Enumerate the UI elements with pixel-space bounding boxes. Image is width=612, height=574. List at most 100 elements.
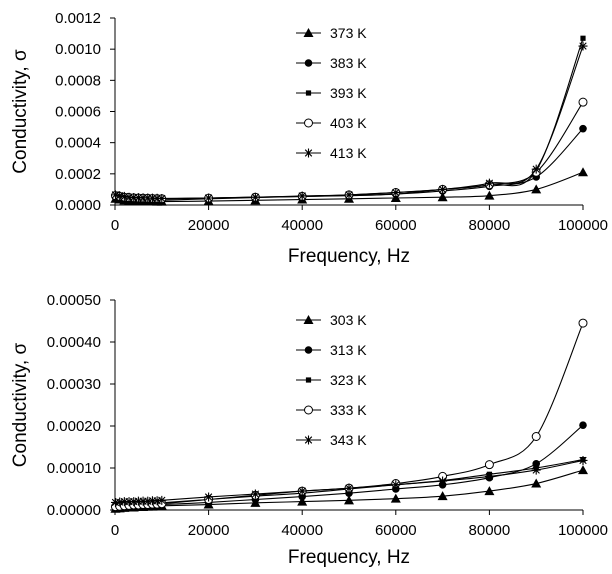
y-tick-label: 0.0006 [55,104,101,121]
legend-entry: 323 K [296,372,367,388]
y-tick-label: 0.0004 [55,135,101,152]
legend-label: 403 K [330,115,367,131]
data-point-star [157,193,167,203]
data-point-star [531,164,541,174]
legend-marker-star [304,148,313,158]
legend-marker-circle-open [304,405,313,415]
legend-label: 393 K [330,85,367,101]
data-point-triangle [578,465,588,475]
data-point-star [138,496,148,506]
y-tick-label: 0.0010 [55,41,101,58]
data-point-star [344,190,354,200]
y-tick-label: 0.00030 [47,376,101,393]
legend-entry: 303 K [296,312,367,328]
y-tick-label: 0.0002 [55,166,101,183]
data-point-star [157,495,167,505]
data-point-triangle [344,495,354,505]
legend-label: 383 K [330,55,367,71]
y-tick-label: 0.0000 [55,197,101,214]
legend-entry: 343 K [296,432,367,448]
y-axis-title: Conductivity, σ [10,343,31,468]
x-tick-label: 0 [111,522,119,539]
y-tick-label: 0.0008 [55,72,101,89]
x-tick-label: 80000 [469,217,511,234]
legend-entry: 333 K [296,402,367,418]
data-point-star [119,191,129,201]
x-tick-label: 20000 [188,217,230,234]
data-point-star [147,496,157,506]
data-point-star [250,192,260,202]
data-point-star [143,193,153,203]
data-point-star [344,483,354,493]
x-tick-label: 60000 [375,217,417,234]
legend-label: 373 K [330,25,367,41]
data-point-triangle [578,167,588,177]
data-point-star [438,476,448,486]
data-point-star [147,193,157,203]
data-point-triangle [297,496,308,506]
x-tick-label: 40000 [281,522,323,539]
data-point-star [391,188,401,198]
legend-marker-triangle [303,28,314,37]
data-point-star [124,497,134,507]
data-point-circle-filled [579,124,587,133]
data-point-star [110,190,120,200]
data-point-star [133,496,143,506]
x-tick-label: 100000 [558,217,608,234]
legend-entry: 313 K [296,342,367,358]
data-point-star [204,492,214,502]
data-point-star [297,191,307,201]
legend-entry: 413 K [296,145,367,161]
data-point-circle-open [578,318,588,328]
x-tick-label: 40000 [281,217,323,234]
legend-entry: 393 K [296,85,367,101]
data-point-triangle [390,493,401,503]
data-point-triangle [531,184,542,194]
data-point-square [580,35,586,41]
legend-marker-circle-filled [304,346,313,354]
legend-label: 323 K [330,372,367,388]
legend-marker-circle-open [304,118,313,128]
legend-marker-triangle [303,315,314,324]
data-point-star [138,193,148,203]
data-point-star [115,497,125,507]
data-point-circle-open [578,97,588,107]
y-tick-label: 0.00040 [47,334,101,351]
data-point-star [531,465,541,475]
data-point-star [484,471,494,481]
data-point-star [152,496,162,506]
x-tick-label: 80000 [469,522,511,539]
series-line [115,128,584,201]
data-point-star [391,480,401,490]
data-point-star [129,497,139,507]
data-point-triangle [531,478,542,488]
legend-marker-square [305,90,312,96]
data-point-triangle [437,491,448,501]
data-point-star [204,193,214,203]
legend-marker-square [305,377,312,383]
x-axis-title: Frequency, Hz [288,246,410,267]
data-point-star [438,184,448,194]
chart-1: 0.0000 0.0002 0.0004 0.0006 0.0008 0.0010 0.00… [10,10,608,267]
y-tick-label: 0.00020 [47,418,101,435]
data-point-star [578,41,588,51]
legend-label: 313 K [330,342,367,358]
data-point-star [297,486,307,496]
x-tick-label: 100000 [558,522,608,539]
legend-entry: 403 K [296,115,367,131]
data-point-circle-filled [579,421,587,429]
data-point-triangle [484,486,495,496]
x-axis-title: Frequency, Hz [288,547,410,568]
legend-label: 303 K [330,312,367,328]
data-point-star [250,489,260,499]
x-tick-label: 20000 [188,522,230,539]
legend-label: 413 K [330,145,367,161]
data-point-star [578,455,588,465]
legend-label: 333 K [330,402,367,418]
data-point-triangle [484,190,495,200]
data-point-star [152,193,162,203]
data-point-star [119,497,129,507]
data-point-star [484,178,494,188]
data-point-triangle [437,192,448,202]
legend-entry: 383 K [296,55,367,71]
